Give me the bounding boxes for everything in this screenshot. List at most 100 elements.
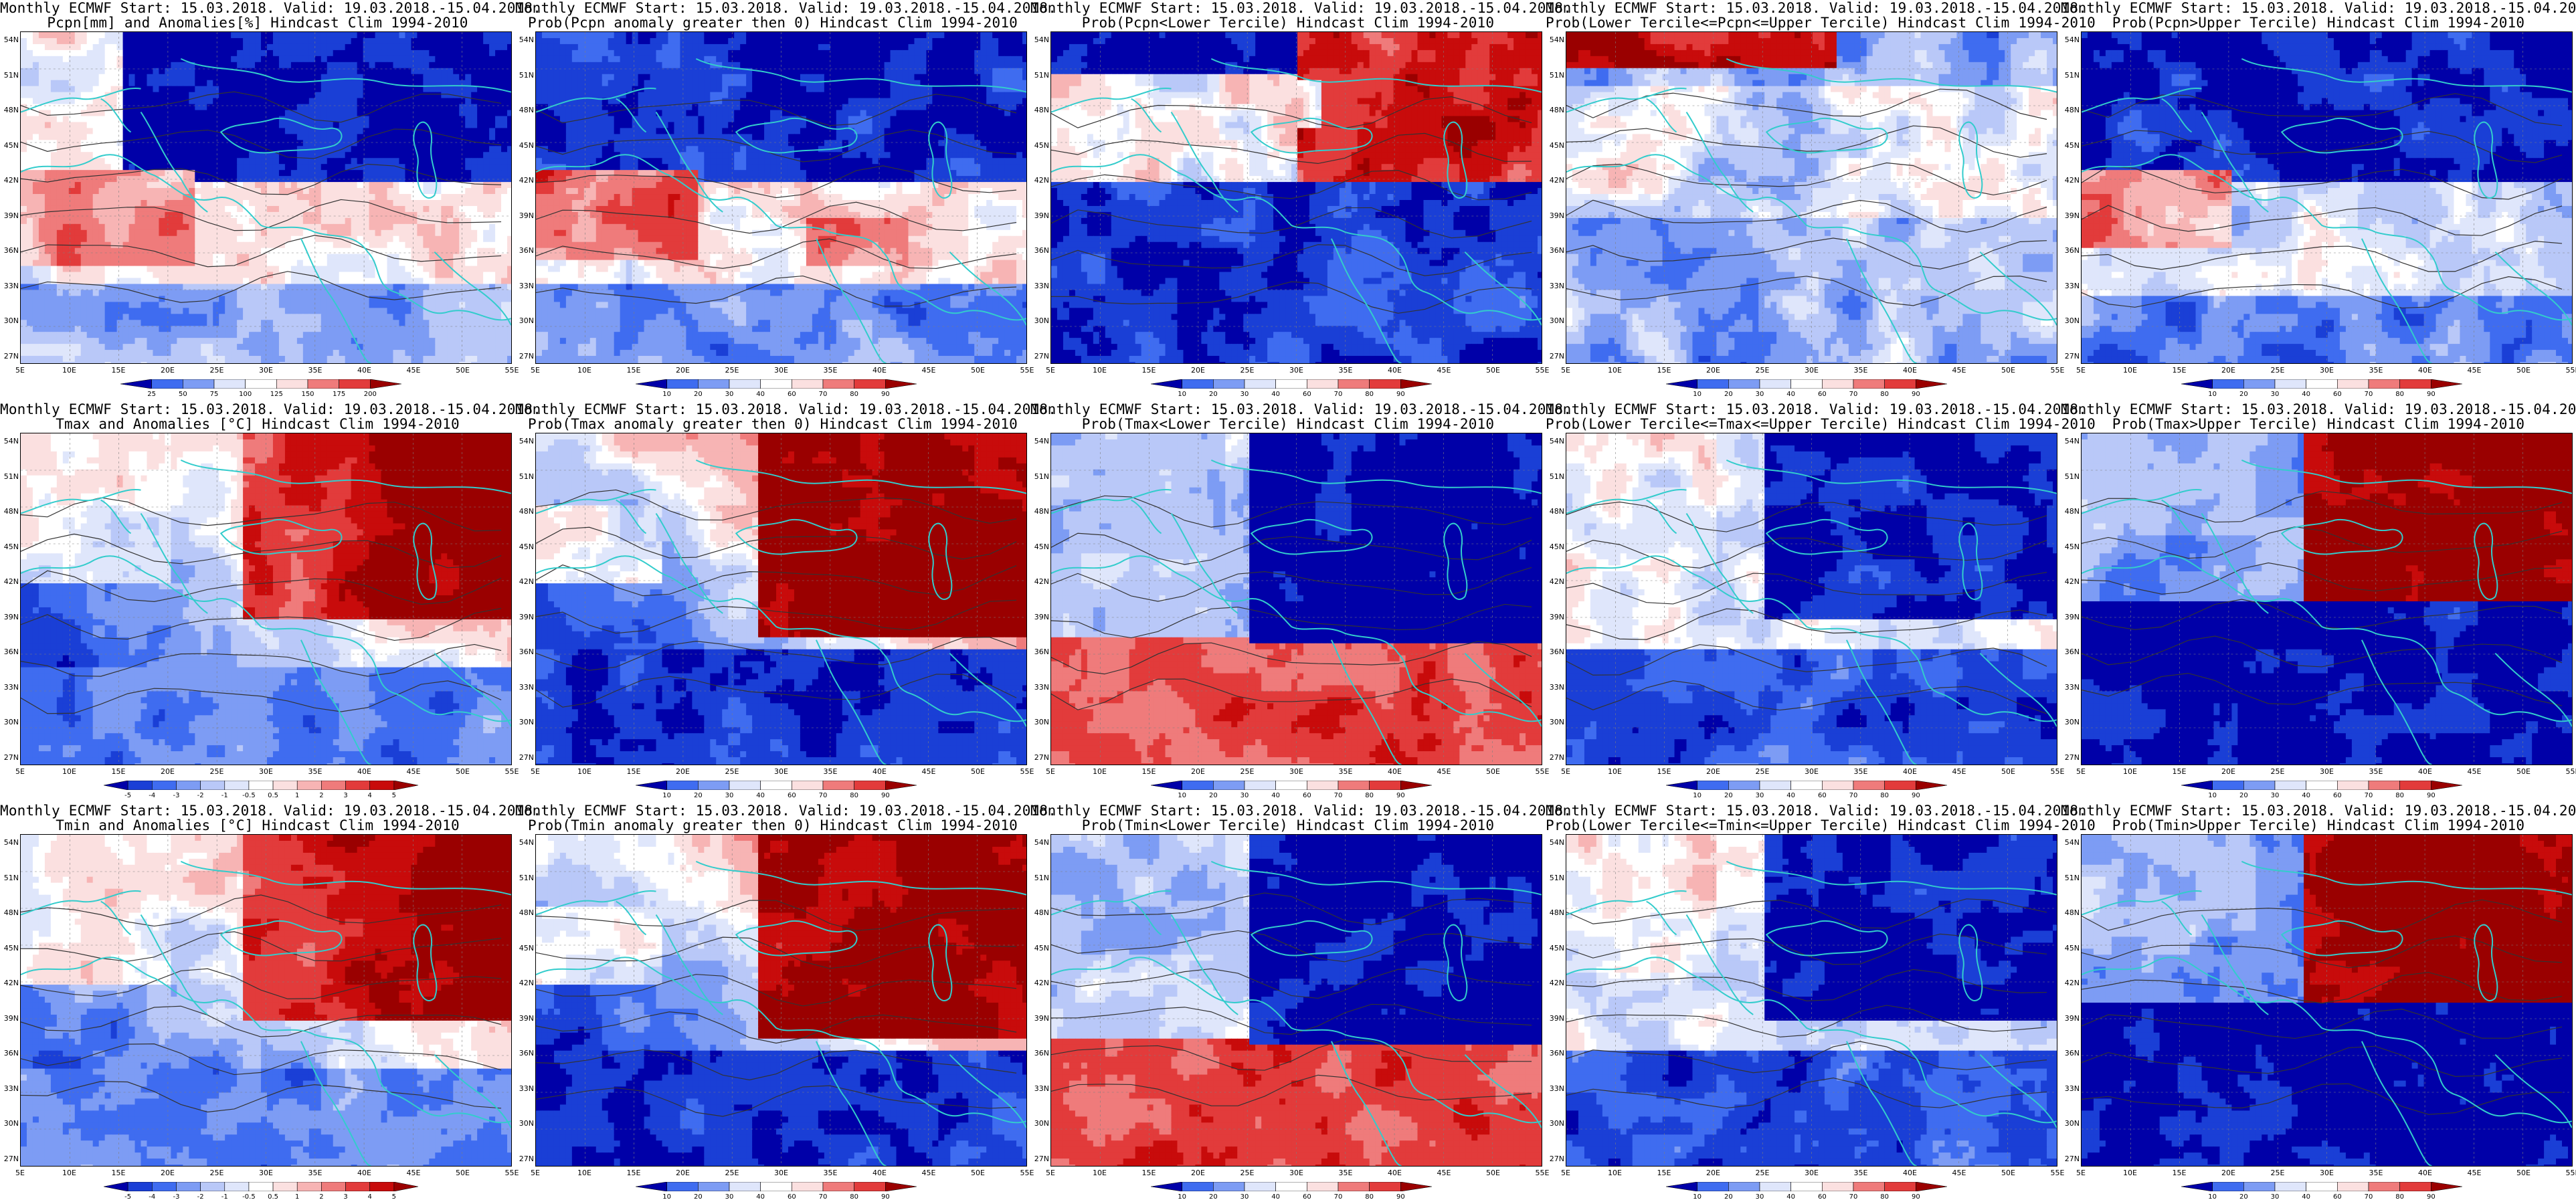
colorbar-label: 80 bbox=[1880, 391, 1889, 398]
lat-label: 48N bbox=[1547, 507, 1564, 516]
colorbar-label: 10 bbox=[1178, 1193, 1186, 1201]
lat-label: 33N bbox=[1547, 282, 1564, 290]
lon-label: 30E bbox=[259, 1169, 273, 1177]
lat-label: 54N bbox=[517, 437, 534, 445]
lat-label: 39N bbox=[1032, 211, 1049, 220]
map-area bbox=[1050, 834, 1542, 1167]
colorbar bbox=[120, 379, 401, 389]
lon-label: 50E bbox=[971, 1169, 985, 1177]
lat-label: 42N bbox=[1, 577, 19, 586]
panel-title-line2: Prob(Tmax anomaly greater then 0) Hindca… bbox=[515, 417, 1030, 431]
lon-label: 5E bbox=[531, 1169, 540, 1177]
lat-label: 42N bbox=[517, 577, 534, 586]
lat-label: 45N bbox=[1, 542, 19, 551]
colorbar-label: 80 bbox=[2395, 792, 2404, 799]
lat-label: 39N bbox=[517, 613, 534, 621]
lat-label: 45N bbox=[517, 141, 534, 150]
lon-label: 35E bbox=[1854, 767, 1868, 776]
lat-label: 48N bbox=[517, 908, 534, 917]
lat-label: 39N bbox=[2062, 1014, 2080, 1023]
lon-label: 5E bbox=[1046, 1169, 1055, 1177]
lat-label: 39N bbox=[1547, 1014, 1564, 1023]
colorbar-label: 20 bbox=[2239, 391, 2248, 398]
colorbar-label: 10 bbox=[1178, 792, 1186, 799]
lat-label: 51N bbox=[1, 71, 19, 80]
lat-label: 27N bbox=[1032, 352, 1049, 361]
lon-label: 10E bbox=[1608, 1169, 1622, 1177]
lat-label: 36N bbox=[1547, 1049, 1564, 1058]
colorbar-label: -5 bbox=[124, 1193, 131, 1201]
colorbar-label: 90 bbox=[1396, 792, 1405, 799]
lat-label: 54N bbox=[1032, 838, 1049, 847]
lat-label: 30N bbox=[1, 718, 19, 726]
colorbar-label: 30 bbox=[2271, 1193, 2280, 1201]
lat-label: 48N bbox=[2062, 507, 2080, 516]
colorbar-label: 60 bbox=[1303, 1193, 1311, 1201]
lon-label: 50E bbox=[2516, 767, 2531, 776]
lat-label: 36N bbox=[2062, 246, 2080, 255]
map-panel-p03: Monthly ECMWF Start: 15.03.2018. Valid: … bbox=[1546, 0, 2061, 401]
colorbar-label: 40 bbox=[756, 391, 765, 398]
lon-label: 40E bbox=[2418, 767, 2432, 776]
colorbar-label: -1 bbox=[221, 1193, 228, 1201]
lat-label: 54N bbox=[1547, 437, 1564, 445]
lat-label: 30N bbox=[2062, 718, 2080, 726]
colorbar bbox=[1666, 781, 1947, 790]
colorbar bbox=[104, 1182, 418, 1191]
lon-label: 10E bbox=[1608, 366, 1622, 375]
lat-label: 39N bbox=[1032, 1014, 1049, 1023]
colorbar-label: 10 bbox=[662, 1193, 671, 1201]
map-area bbox=[535, 834, 1027, 1167]
lat-label: 39N bbox=[1547, 211, 1564, 220]
colorbar bbox=[636, 1182, 917, 1191]
colorbar-label: 70 bbox=[2365, 792, 2373, 799]
lat-label: 33N bbox=[1, 1084, 19, 1093]
lat-label: 36N bbox=[1547, 246, 1564, 255]
map-field bbox=[2082, 32, 2572, 363]
colorbar-label: 20 bbox=[694, 1193, 703, 1201]
map-panel-p20: Monthly ECMWF Start: 15.03.2018. Valid: … bbox=[0, 803, 515, 1204]
lon-label: 40E bbox=[1388, 1169, 1402, 1177]
colorbar-label: 40 bbox=[1271, 1193, 1280, 1201]
map-area bbox=[2081, 834, 2573, 1167]
colorbar-label: 80 bbox=[1365, 1193, 1374, 1201]
colorbar-label: -3 bbox=[173, 792, 179, 799]
panel-title-line1: Monthly ECMWF Start: 15.03.2018. Valid: … bbox=[1546, 1, 2061, 15]
lat-label: 51N bbox=[1032, 472, 1049, 481]
lat-label: 33N bbox=[1547, 683, 1564, 692]
map-panel-p12: Monthly ECMWF Start: 15.03.2018. Valid: … bbox=[1030, 401, 1546, 803]
lon-label: 10E bbox=[1093, 767, 1107, 776]
lon-label: 5E bbox=[1561, 1169, 1570, 1177]
lat-label: 51N bbox=[517, 472, 534, 481]
lat-label: 33N bbox=[517, 683, 534, 692]
lon-label: 40E bbox=[1388, 366, 1402, 375]
lat-label: 42N bbox=[1547, 979, 1564, 987]
lon-label: 10E bbox=[577, 1169, 591, 1177]
lat-label: 36N bbox=[1, 246, 19, 255]
lon-label: 55E bbox=[2566, 767, 2576, 776]
colorbar-label: 70 bbox=[1334, 391, 1343, 398]
lon-label: 20E bbox=[676, 366, 690, 375]
colorbar-label: 60 bbox=[1303, 391, 1311, 398]
colorbar-label: 40 bbox=[756, 792, 765, 799]
lon-label: 5E bbox=[531, 366, 540, 375]
lon-label: 15E bbox=[112, 1169, 126, 1177]
lat-label: 54N bbox=[2062, 437, 2080, 445]
lat-label: 36N bbox=[2062, 1049, 2080, 1058]
lon-label: 20E bbox=[1191, 1169, 1205, 1177]
colorbar bbox=[1151, 1182, 1432, 1191]
lon-label: 20E bbox=[676, 1169, 690, 1177]
lat-label: 51N bbox=[1032, 874, 1049, 882]
lon-label: 30E bbox=[774, 366, 788, 375]
lon-label: 45E bbox=[407, 366, 421, 375]
lon-label: 25E bbox=[2271, 366, 2285, 375]
lon-label: 50E bbox=[2516, 366, 2531, 375]
map-field bbox=[2082, 835, 2572, 1166]
lon-label: 40E bbox=[357, 366, 371, 375]
lon-label: 20E bbox=[161, 366, 175, 375]
lat-label: 42N bbox=[517, 979, 534, 987]
panel-title-line2: Prob(Tmax<Lower Tercile) Hindcast Clim 1… bbox=[1030, 417, 1546, 431]
lat-label: 39N bbox=[1032, 613, 1049, 621]
map-field bbox=[21, 835, 511, 1166]
lat-label: 36N bbox=[1032, 647, 1049, 656]
